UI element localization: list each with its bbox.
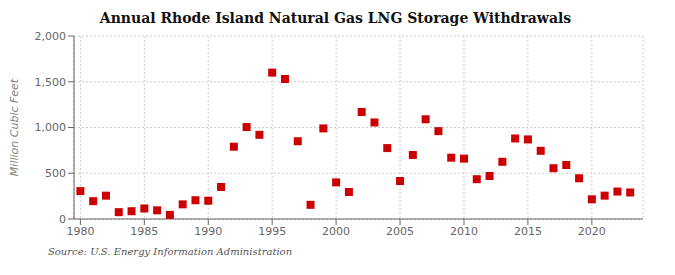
html-text:Source: U.S. Energy Informatio: Source: U.S. Energy Information Administ… — [48, 246, 293, 257]
svg-text:2015: 2015 — [514, 225, 542, 238]
svg-text:2005: 2005 — [386, 225, 414, 238]
svg-text:500: 500 — [45, 167, 66, 180]
html-text:Annual Rhode Island Natural Ga: Annual Rhode Island Natural Gas LNG Stor… — [99, 10, 572, 26]
svg-text:2020: 2020 — [578, 225, 606, 238]
svg-text:1980: 1980 — [66, 225, 94, 238]
svg-text:2,000: 2,000 — [35, 30, 67, 43]
svg-text:1985: 1985 — [130, 225, 158, 238]
svg-text:0: 0 — [59, 213, 66, 226]
svg-text:2010: 2010 — [450, 225, 478, 238]
svg-text:1995: 1995 — [258, 225, 286, 238]
svg-text:Million Cubic Feet: Million Cubic Feet — [8, 78, 21, 176]
svg-text:1,000: 1,000 — [35, 121, 67, 134]
svg-text:1990: 1990 — [194, 225, 222, 238]
svg-text:1,500: 1,500 — [35, 76, 67, 89]
svg-text:2000: 2000 — [322, 225, 350, 238]
